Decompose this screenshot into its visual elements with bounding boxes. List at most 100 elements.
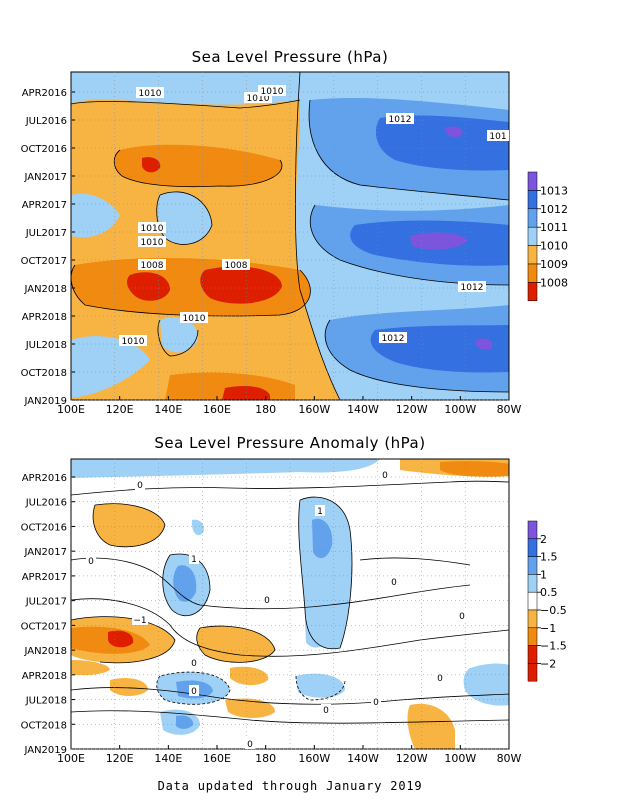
contour-label-bg [457, 610, 467, 621]
y-tick-label: JAN2018 [23, 284, 67, 295]
legend-label: −2 [540, 657, 556, 670]
contour-label-bg [86, 555, 96, 566]
legend-swatch [527, 190, 538, 210]
contour-label: 1008 [141, 261, 164, 271]
contour-label-bg [389, 576, 399, 587]
legend-swatch [527, 574, 538, 593]
legend-swatch [527, 663, 538, 682]
x-tick-label: 100E [57, 403, 85, 416]
contour-label: 0 [247, 740, 253, 750]
legend-swatch [527, 226, 538, 246]
y-tick-label: OCT2016 [21, 522, 67, 533]
y-tick-label: JAN2018 [23, 646, 67, 657]
y-tick-label: JUL2018 [25, 340, 67, 351]
y-tick-label: JUL2016 [25, 498, 67, 509]
y-tick-label: JUL2016 [25, 116, 67, 127]
contour-label: 1010 [261, 87, 284, 97]
y-tick-label: APR2017 [22, 200, 67, 211]
y-tick-label: JUL2017 [25, 597, 67, 608]
contour-label-bg [262, 594, 272, 605]
x-tick-label: 160W [298, 752, 330, 765]
contour-label-bg [138, 222, 166, 233]
legend-label: 1009 [540, 258, 568, 271]
legend-label: 1.5 [540, 551, 558, 564]
contour-label: 1012 [382, 334, 405, 344]
x-tick-label: 100W [444, 752, 476, 765]
x-tick-label: 80W [497, 403, 522, 416]
y-tick-label: JAN2017 [23, 172, 67, 183]
contour-label: 0 [323, 706, 329, 716]
contour-label-bg [244, 92, 272, 103]
legend-swatch [527, 520, 538, 540]
y-tick-label: OCT2017 [21, 621, 67, 632]
contour-label: 1010 [141, 224, 164, 234]
contour-label-bg [132, 614, 148, 625]
x-tick-label: 180 [255, 752, 276, 765]
contour-label: 1010 [122, 337, 145, 347]
x-tick-label: 140E [154, 403, 182, 416]
y-tick-label: JUL2018 [25, 696, 67, 707]
contour-label-bg [371, 696, 381, 707]
x-tick-label: 120E [106, 403, 134, 416]
legend-label: 1 [540, 568, 547, 581]
contour-label-bg [379, 332, 407, 343]
contour-label: 1010 [183, 314, 206, 324]
y-tick-label: OCT2018 [21, 368, 67, 379]
contour-label-bg [138, 259, 166, 270]
legend-label: 1011 [540, 221, 568, 234]
contour-label-bg [435, 672, 445, 683]
y-tick-label: JAN2019 [23, 396, 67, 407]
contour-label-bg [487, 130, 509, 141]
legend-swatch [527, 645, 538, 664]
legend-swatch [527, 627, 538, 646]
contour-label: 0 [191, 659, 197, 669]
legend-swatch [527, 208, 538, 228]
x-tick-label: 160E [203, 403, 231, 416]
contour-label-bg [189, 553, 199, 564]
contour-label: 1010 [139, 89, 162, 99]
legend-swatch [527, 282, 538, 302]
contour-label: 1 [191, 555, 197, 565]
contour-label-bg [135, 479, 145, 490]
legend-label: 1008 [540, 276, 568, 289]
contour-label-bg [321, 704, 331, 715]
x-tick-label: 180 [255, 403, 276, 416]
legend-swatch [527, 609, 538, 629]
legend-label: −0.5 [540, 604, 567, 617]
contour-label: 0 [373, 698, 379, 708]
contour-label: 0 [191, 687, 197, 697]
x-tick-label: 160E [203, 752, 231, 765]
legend-label: 2 [540, 533, 547, 546]
contour-label: 0 [88, 557, 94, 567]
contour-label: −1 [133, 616, 146, 626]
legend-label: 1012 [540, 203, 568, 216]
contour-label-bg [189, 685, 199, 696]
contour-label: 1 [317, 507, 323, 517]
legend-label: −1 [540, 622, 556, 635]
contour-label-bg [136, 87, 164, 98]
y-tick-label: APR2018 [22, 312, 67, 323]
x-tick-label: 80W [497, 752, 522, 765]
legend-label: 1013 [540, 184, 568, 197]
contour-label-bg [315, 505, 325, 516]
contour-label: 0 [137, 481, 143, 491]
contour-label: 1012 [389, 115, 412, 125]
contour-label: 1010 [141, 238, 164, 248]
contour-label: 0 [264, 596, 270, 606]
contour-label: 0 [459, 612, 465, 622]
x-tick-label: 140W [347, 403, 379, 416]
contour-label-bg [222, 259, 250, 270]
legend-swatch [527, 591, 538, 611]
y-tick-label: OCT2016 [21, 144, 67, 155]
contour-label-bg [245, 738, 255, 749]
contour-label-bg [138, 236, 166, 247]
contour-label-bg [189, 657, 199, 668]
x-tick-label: 120W [396, 752, 428, 765]
legend-swatch [527, 263, 538, 283]
legend-swatch [527, 556, 538, 575]
x-tick-label: 120W [396, 403, 428, 416]
x-tick-label: 100W [444, 403, 476, 416]
contour-label: 101 [489, 132, 506, 142]
bottom-chart-title: Sea Level Pressure Anomaly (hPa) [154, 434, 425, 452]
y-tick-label: OCT2017 [21, 256, 67, 267]
